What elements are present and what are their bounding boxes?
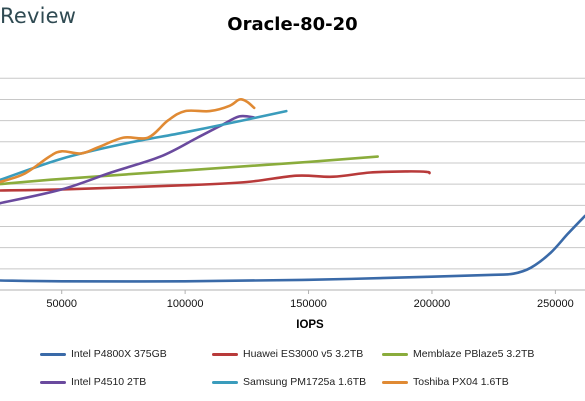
- legend-item: Intel P4800X 375GB: [40, 347, 167, 361]
- legend-swatch: [212, 380, 238, 384]
- series-line-2: [0, 170, 431, 192]
- series-line-3: [0, 155, 379, 186]
- legend-item: Memblaze PBlaze5 3.2TB: [382, 347, 534, 361]
- legend-swatch: [382, 352, 408, 356]
- brand-logo-text: Review: [0, 4, 77, 28]
- legend-swatch: [382, 380, 408, 384]
- chart-title: Oracle-80-20: [227, 14, 358, 35]
- series-line-6: [0, 98, 256, 184]
- series-line-4: [0, 114, 256, 205]
- series-line-1: [0, 214, 585, 283]
- x-tick-label: 50000: [46, 298, 77, 310]
- series-line-5: [0, 109, 288, 182]
- x-tick-label: 250000: [537, 298, 574, 310]
- legend-swatch: [40, 352, 66, 356]
- x-axis-ticks: 50000 100000 150000 200000 250000: [46, 290, 574, 310]
- legend-label: Huawei ES3000 v5 3.2TB: [243, 348, 364, 360]
- legend-item: Intel P4510 2TB: [40, 375, 146, 389]
- legend-label: Toshiba PX04 1.6TB: [413, 376, 509, 388]
- legend-label: Intel P4800X 375GB: [71, 348, 167, 360]
- x-axis-label: IOPS: [296, 319, 324, 331]
- legend-label: Intel P4510 2TB: [71, 376, 147, 388]
- series-lines: [0, 98, 585, 283]
- gridlines: [0, 77, 585, 291]
- x-tick-label: 100000: [167, 298, 204, 310]
- legend-item: Toshiba PX04 1.6TB: [382, 375, 509, 389]
- legend-swatch: [40, 380, 66, 384]
- legend-label: Samsung PM1725a 1.6TB: [243, 376, 367, 388]
- x-tick-label: 150000: [290, 298, 327, 310]
- legend-item: Huawei ES3000 v5 3.2TB: [212, 347, 363, 361]
- legend-label: Memblaze PBlaze5 3.2TB: [413, 348, 535, 360]
- legend-swatch: [212, 352, 238, 356]
- legend-item: Samsung PM1725a 1.6TB: [212, 375, 366, 389]
- x-tick-label: 200000: [414, 298, 451, 310]
